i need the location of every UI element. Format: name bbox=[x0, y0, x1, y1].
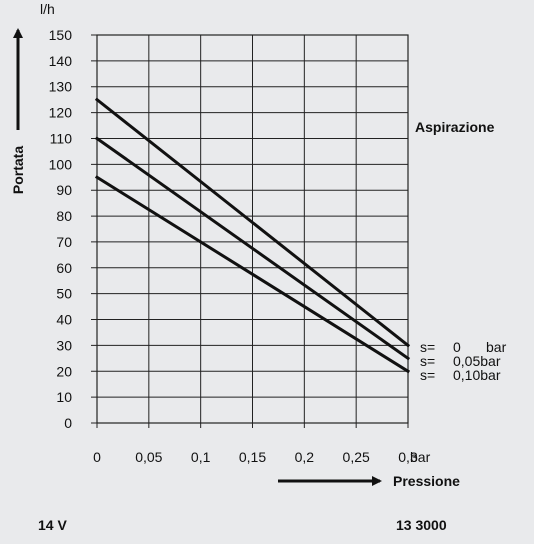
y-tick-label: 10 bbox=[56, 389, 72, 405]
series-label-prefix: s= bbox=[420, 367, 435, 383]
y-tick-label: 0 bbox=[64, 415, 72, 431]
x-tick-label: 0,3 bbox=[398, 449, 418, 465]
y-tick-label: 60 bbox=[56, 260, 72, 276]
annotation-label: Aspirazione bbox=[415, 119, 495, 135]
y-tick-label: 50 bbox=[56, 286, 72, 302]
y-tick-label: 150 bbox=[49, 27, 73, 43]
x-unit-label: bar bbox=[410, 449, 431, 465]
y-tick-label: 80 bbox=[56, 208, 72, 224]
series-label-unit: bar bbox=[486, 339, 507, 355]
y-unit-label: l/h bbox=[40, 1, 55, 17]
x-tick-label: 0,25 bbox=[343, 449, 370, 465]
y-tick-label: 20 bbox=[56, 363, 72, 379]
y-tick-label: 110 bbox=[50, 130, 73, 146]
y-tick-label: 120 bbox=[49, 105, 73, 121]
tick-labels: 0 10 20 30 40 50 60 70 80 90 100 110 120 130 140 150 0 0,… bbox=[49, 27, 418, 465]
footer-right-text: 13 3000 bbox=[396, 517, 447, 533]
y-tick-label: 30 bbox=[56, 337, 72, 353]
series-lines bbox=[94, 97, 411, 374]
x-tick-label: 0,05 bbox=[135, 449, 162, 465]
series-line-1 bbox=[94, 97, 411, 348]
series-label-value: 0 bbox=[453, 339, 461, 355]
x-axis-title: Pressione bbox=[393, 473, 460, 489]
series-label-prefix: s= bbox=[420, 353, 435, 369]
grid bbox=[91, 34, 409, 428]
plot-frame bbox=[96, 34, 409, 424]
footer-left-text: 14 V bbox=[38, 517, 67, 533]
y-axis-title: Portata bbox=[10, 146, 26, 194]
x-tick-label: 0,15 bbox=[239, 449, 266, 465]
series-labels: s= 0 bar s= 0,05bar s= 0,10bar bbox=[420, 339, 507, 383]
x-tick-label: 0 bbox=[93, 449, 101, 465]
series-line-2 bbox=[94, 136, 411, 361]
y-tick-label: 130 bbox=[49, 79, 73, 95]
y-tick-label: 140 bbox=[49, 53, 73, 69]
y-tick-label: 70 bbox=[56, 234, 72, 250]
y-tick-label: 40 bbox=[56, 312, 72, 328]
x-tick-label: 0,2 bbox=[295, 449, 315, 465]
series-label-prefix: s= bbox=[420, 339, 435, 355]
x-tick-label: 0,1 bbox=[191, 449, 211, 465]
series-label-value: 0,10bar bbox=[453, 367, 501, 383]
series-line-3 bbox=[94, 175, 411, 374]
y-tick-label: 100 bbox=[49, 156, 73, 172]
y-tick-label: 90 bbox=[56, 182, 72, 198]
series-label-value: 0,05bar bbox=[453, 353, 501, 369]
